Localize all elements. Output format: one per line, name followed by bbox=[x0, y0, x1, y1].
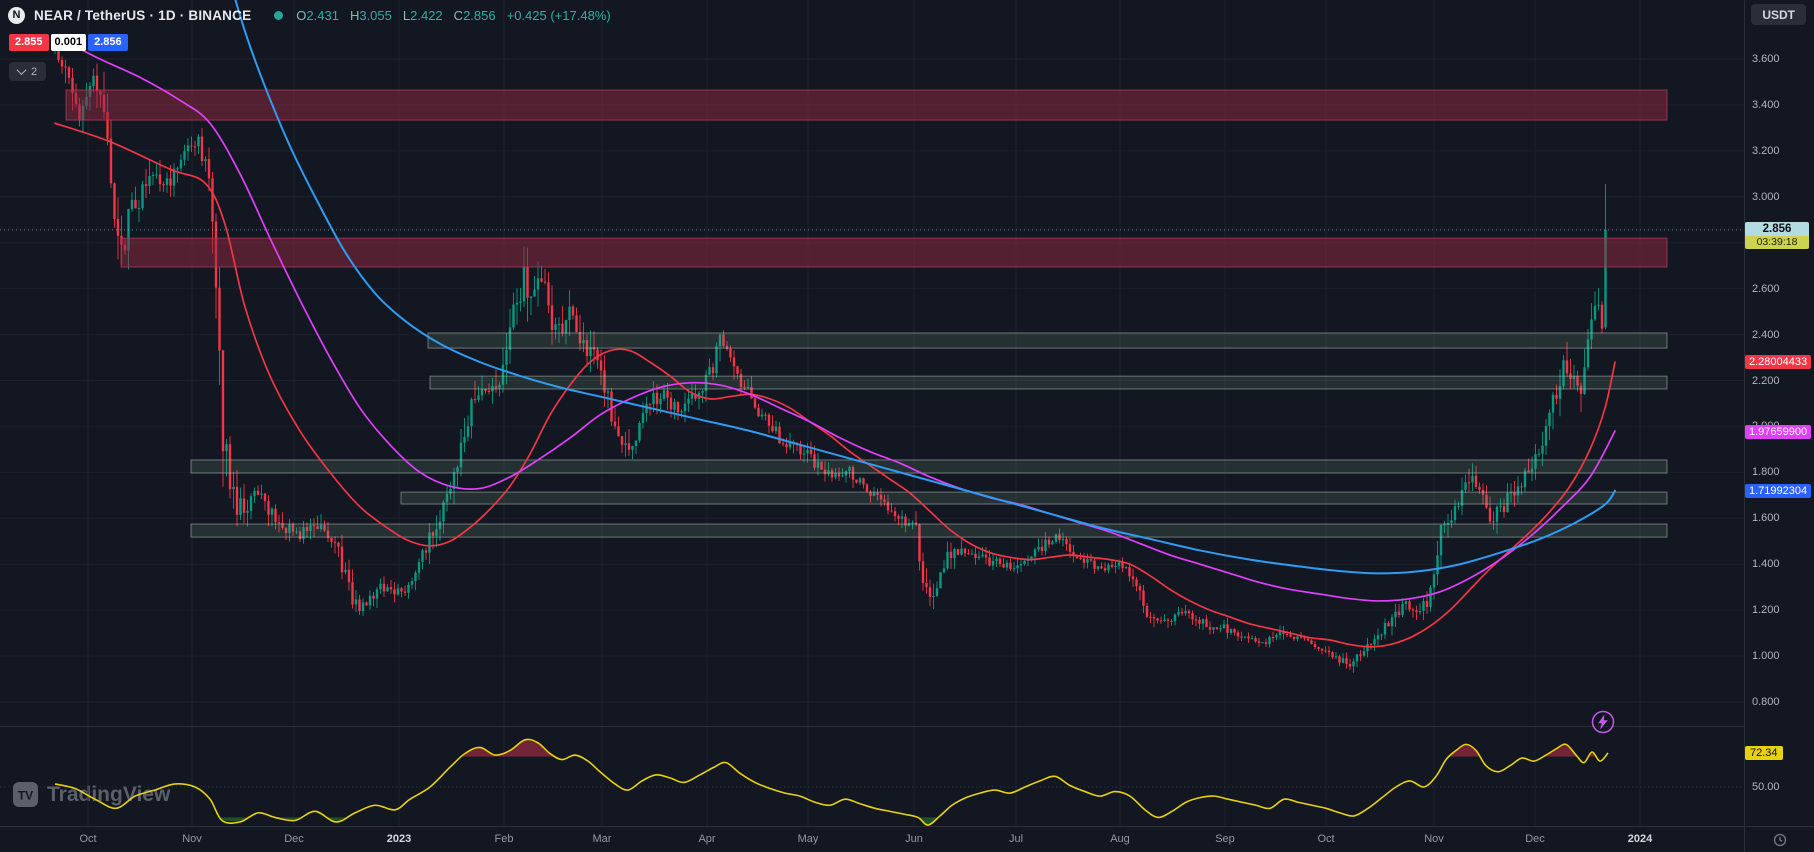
high-label: H bbox=[349, 7, 360, 23]
lightning-button[interactable] bbox=[1590, 709, 1616, 735]
time-tick: Aug bbox=[1110, 833, 1130, 845]
time-tick: Jul bbox=[1008, 833, 1024, 845]
symbol-logo: N bbox=[8, 6, 25, 24]
time-tick: Oct bbox=[79, 833, 97, 845]
open-label: O bbox=[296, 7, 307, 23]
price-tick: 2.400 bbox=[1752, 328, 1780, 341]
ma-mid-value-label: 1.97659900 bbox=[1745, 424, 1812, 439]
time-tick: Nov bbox=[182, 833, 202, 845]
price-tick: 1.600 bbox=[1752, 512, 1780, 525]
high-value: 3.055 bbox=[359, 7, 392, 23]
svg-text:TV: TV bbox=[18, 789, 33, 803]
time-tick: Oct bbox=[1317, 833, 1335, 845]
quote-labels: 2.855 0.001 2.856 bbox=[9, 34, 128, 51]
indicators-count: 2 bbox=[31, 65, 38, 78]
lightning-icon bbox=[1591, 710, 1615, 734]
bid-price-label[interactable]: 2.855 bbox=[9, 34, 49, 51]
moving-averages-layer bbox=[54, 0, 1616, 648]
price-tick: 1.800 bbox=[1752, 466, 1780, 479]
chart-header: N NEAR / TetherUS · 1D · BINANCE O2.431 … bbox=[8, 0, 611, 30]
clock-icon bbox=[1773, 833, 1787, 847]
bar-countdown: 03:39:18 bbox=[1745, 235, 1809, 249]
ask-price-label[interactable]: 2.856 bbox=[88, 34, 128, 51]
symbol-title[interactable]: NEAR / TetherUS · 1D · BINANCE bbox=[34, 7, 252, 23]
open-value: 2.431 bbox=[306, 7, 339, 23]
price-tick: 0.800 bbox=[1752, 696, 1780, 708]
time-tick: Feb bbox=[494, 833, 514, 845]
tradingview-logo-text: TradingView bbox=[47, 782, 171, 806]
close-label: C bbox=[453, 7, 464, 23]
currency-toggle-button[interactable]: USDT bbox=[1751, 4, 1806, 25]
time-tick: Dec bbox=[1525, 833, 1545, 845]
price-tick: 3.600 bbox=[1752, 53, 1780, 65]
price-axis[interactable]: 2.856 03:39:18 2.28004433 1.97659900 1.7… bbox=[1744, 0, 1814, 826]
ma-slow-value-label: 1.71992304 bbox=[1745, 483, 1812, 498]
price-tick: 3.200 bbox=[1752, 144, 1780, 157]
time-tick: Apr bbox=[698, 833, 716, 845]
rsi-layer bbox=[0, 738, 1744, 826]
time-tick: May bbox=[797, 833, 819, 845]
change-value: +0.425 (+17.48%) bbox=[506, 7, 611, 23]
low-label: L bbox=[402, 7, 411, 23]
time-tick: 2023 bbox=[386, 833, 412, 845]
price-tick: 1.000 bbox=[1752, 650, 1780, 663]
time-tick: Jun bbox=[905, 833, 923, 845]
rsi-mid-tick: 50.00 bbox=[1752, 781, 1780, 793]
chevron-down-icon bbox=[16, 65, 27, 76]
price-tick: 1.400 bbox=[1752, 558, 1780, 571]
tradingview-logo-icon: TV bbox=[13, 782, 38, 807]
time-axis[interactable]: Oct Nov Dec 2023 Feb Mar Apr May Jun Jul Aug Sep Oct… bbox=[0, 826, 1744, 852]
indicators-collapse-chip[interactable]: 2 bbox=[9, 62, 47, 81]
low-value: 2.422 bbox=[410, 7, 443, 23]
spread-label: 0.001 bbox=[50, 34, 87, 51]
ohlc-values: O2.431 H3.055 L2.422 C2.856 +0.425 (+17.… bbox=[296, 8, 610, 23]
current-price-label: 2.856 03:39:18 bbox=[1745, 221, 1809, 249]
ma-fast-value-label: 2.28004433 bbox=[1745, 355, 1812, 370]
time-tick: Nov bbox=[1424, 833, 1444, 845]
time-tick: Sep bbox=[1215, 833, 1235, 845]
zones-layer bbox=[65, 89, 1668, 538]
time-tick: 2024 bbox=[1627, 833, 1653, 845]
time-tick: Dec bbox=[284, 833, 304, 845]
rsi-current-value-label: 72.34 bbox=[1745, 745, 1783, 760]
price-tick: 2.200 bbox=[1752, 374, 1780, 387]
grid-layer bbox=[0, 0, 1744, 826]
price-tick: 2.600 bbox=[1752, 282, 1780, 295]
price-tick: 3.400 bbox=[1752, 98, 1780, 111]
current-price-value: 2.856 bbox=[1745, 221, 1809, 236]
close-value: 2.856 bbox=[463, 7, 496, 23]
price-tick: 3.000 bbox=[1752, 190, 1780, 203]
tradingview-watermark: TV TradingView bbox=[12, 781, 170, 808]
time-tick: Mar bbox=[592, 833, 612, 845]
axis-corner[interactable] bbox=[1744, 826, 1814, 852]
price-tick: 1.200 bbox=[1752, 604, 1780, 617]
market-status-dot bbox=[274, 10, 284, 20]
candles-layer bbox=[53, 35, 1607, 673]
